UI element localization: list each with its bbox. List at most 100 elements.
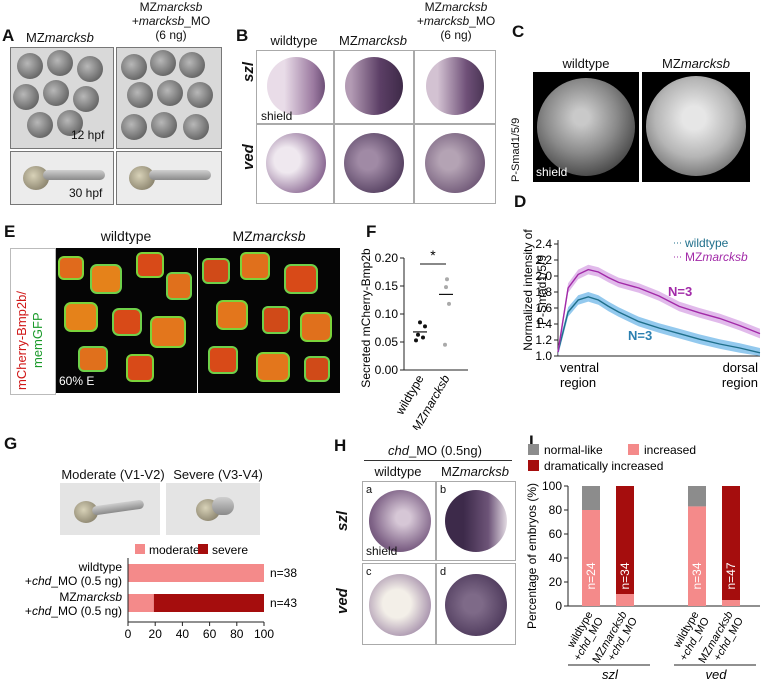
f-point xyxy=(418,320,422,325)
f-ylabel: Secreted mCherry-Bmp2b xyxy=(359,248,373,388)
panel-d-letter: D xyxy=(514,192,527,211)
g-xtick-label: 40 xyxy=(176,627,190,641)
panel-a-image-12hpf-mo xyxy=(116,47,222,149)
i-bar-segment xyxy=(616,486,634,594)
g-cat-line2: +chd_MO (0.5 ng) xyxy=(25,574,122,588)
i-bar-segment xyxy=(688,506,706,606)
d-xlabel-right-2: region xyxy=(722,375,758,390)
d-xlabel-left-1: ventral xyxy=(560,360,599,375)
g-bar-segment xyxy=(128,594,154,612)
g-cat-line1: MZmarcksb xyxy=(59,590,122,604)
panel-c-image-mz xyxy=(642,72,750,182)
i-ytick-label: 20 xyxy=(549,575,563,589)
f-ytick-label: 0.05 xyxy=(375,335,399,349)
i-ytick-label: 60 xyxy=(549,527,563,541)
panel-b-col1-label: wildtype xyxy=(270,33,318,48)
i-n-label: n=34 xyxy=(618,562,632,589)
d-ytick-label: 2.4 xyxy=(535,237,552,251)
f-point xyxy=(423,324,427,329)
f-point xyxy=(447,301,451,306)
panel-h-letter: H xyxy=(334,436,347,455)
panel-a-col2-label: MZmarcksb +marcksb_MO (6 ng) xyxy=(131,0,211,42)
panel-h-image-b: b xyxy=(436,481,516,561)
i-n-label: n=34 xyxy=(690,562,704,589)
panel-h-row1-label: szl xyxy=(334,510,351,531)
i-bar-segment xyxy=(688,486,706,507)
panel-b-image-ved-wt xyxy=(256,124,334,204)
panel-g-letter: G xyxy=(4,434,18,453)
i-bar-segment xyxy=(582,486,600,510)
panel-b-image-ved-mz xyxy=(334,124,414,204)
g-legend-swatch-1 xyxy=(198,544,208,554)
panel-h-sublabel-a: a xyxy=(366,484,373,496)
f-point xyxy=(443,342,447,347)
d-band-0 xyxy=(558,292,760,356)
d-ytick-label: 1.8 xyxy=(535,285,552,299)
panel-b-image-szl-mo xyxy=(414,50,496,124)
g-xtick-label: 80 xyxy=(230,627,244,641)
i-ytick-label: 100 xyxy=(542,479,562,493)
panel-h-title: chd_MO (0.5ng) xyxy=(388,443,482,458)
d-ytick-label: 1.4 xyxy=(535,317,552,331)
i-legend-1: increased xyxy=(644,443,696,457)
i-bar-segment xyxy=(722,600,740,606)
panel-h-image-d: d xyxy=(436,563,516,645)
panel-c-col1-label: wildtype xyxy=(562,56,610,71)
panel-h-image-c: c xyxy=(362,563,436,645)
g-bar-segment xyxy=(128,564,264,582)
d-ytick-label: 2.2 xyxy=(535,253,552,267)
d-xlabel-left-2: region xyxy=(560,375,596,390)
panel-h-row2-label: ved xyxy=(334,588,351,614)
panel-e-stage: 60% E xyxy=(59,374,95,388)
panel-a-image-12hpf-mz: 12 hpf xyxy=(10,47,114,149)
d-ytick-label: 2.0 xyxy=(535,269,552,283)
i-ylabel: Percentage of embryos (%) xyxy=(525,483,539,629)
g-xtick-label: 20 xyxy=(149,627,163,641)
d-xlabel-right-1: dorsal xyxy=(723,360,759,375)
g-bar-segment xyxy=(153,594,264,612)
g-n-label: n=38 xyxy=(270,566,297,580)
panel-h-stage: shield xyxy=(366,544,398,558)
panel-b-stage: shield xyxy=(261,109,293,123)
panel-c-letter: C xyxy=(512,22,525,41)
panel-b-image-szl-wt: shield xyxy=(256,50,334,124)
panel-g-img2-label: Severe (V3-V4) xyxy=(173,467,263,482)
panel-b-image-ved-mo xyxy=(414,124,496,204)
panel-e-ylabel: mCherry-Bmp2b/ memGFP xyxy=(14,291,45,390)
panel-a-letter: A xyxy=(2,26,15,45)
g-legend-swatch-0 xyxy=(135,544,145,554)
i-bar-label: wildtype+chd_MO xyxy=(667,609,712,663)
panel-a-stage-12hpf: 12 hpf xyxy=(71,128,105,142)
panel-a-image-30hpf-mo xyxy=(116,151,222,205)
panel-h-sublabel-b: b xyxy=(440,484,447,496)
i-legend-2: dramatically increased xyxy=(544,459,663,473)
d-ylabel: Normalized intensity ofP-Smad1/5/9 xyxy=(521,229,549,351)
panel-h-col2-label: MZmarcksb xyxy=(441,464,509,479)
f-point xyxy=(421,335,425,340)
g-n-label: n=43 xyxy=(270,596,297,610)
d-n-label-1: N=3 xyxy=(668,284,692,299)
i-legend-0: normal-like xyxy=(544,443,603,457)
i-legend-swatch-2 xyxy=(528,460,539,471)
g-xtick-label: 60 xyxy=(203,627,217,641)
i-legend-swatch-1 xyxy=(628,444,639,455)
panel-e-col1-label: wildtype xyxy=(100,228,152,244)
panel-c-col2-label: MZmarcksb xyxy=(662,56,730,71)
f-ytick-label: 0.00 xyxy=(375,363,399,377)
panel-g-img1-label: Moderate (V1-V2) xyxy=(61,467,165,482)
g-legend-1: severe xyxy=(212,543,248,557)
i-bar-segment xyxy=(616,594,634,606)
g-xtick-label: 0 xyxy=(125,627,132,641)
f-ytick-label: 0.20 xyxy=(375,251,399,265)
panel-g-image-moderate xyxy=(60,483,160,535)
panel-b-col3-label: MZmarcksb +marcksb_MO (6 ng) xyxy=(416,0,496,42)
i-ytick-label: 40 xyxy=(549,551,563,565)
panel-h-image-a: a shield xyxy=(362,481,436,561)
d-line-0 xyxy=(557,296,761,354)
panel-h-title-rule xyxy=(364,460,512,461)
d-ylabel-line2: P-Smad1/5/9 xyxy=(535,255,549,325)
i-group-label-1: ved xyxy=(706,667,728,681)
panel-b-col2-label: MZmarcksb xyxy=(339,33,407,48)
f-ytick-label: 0.15 xyxy=(375,279,399,293)
